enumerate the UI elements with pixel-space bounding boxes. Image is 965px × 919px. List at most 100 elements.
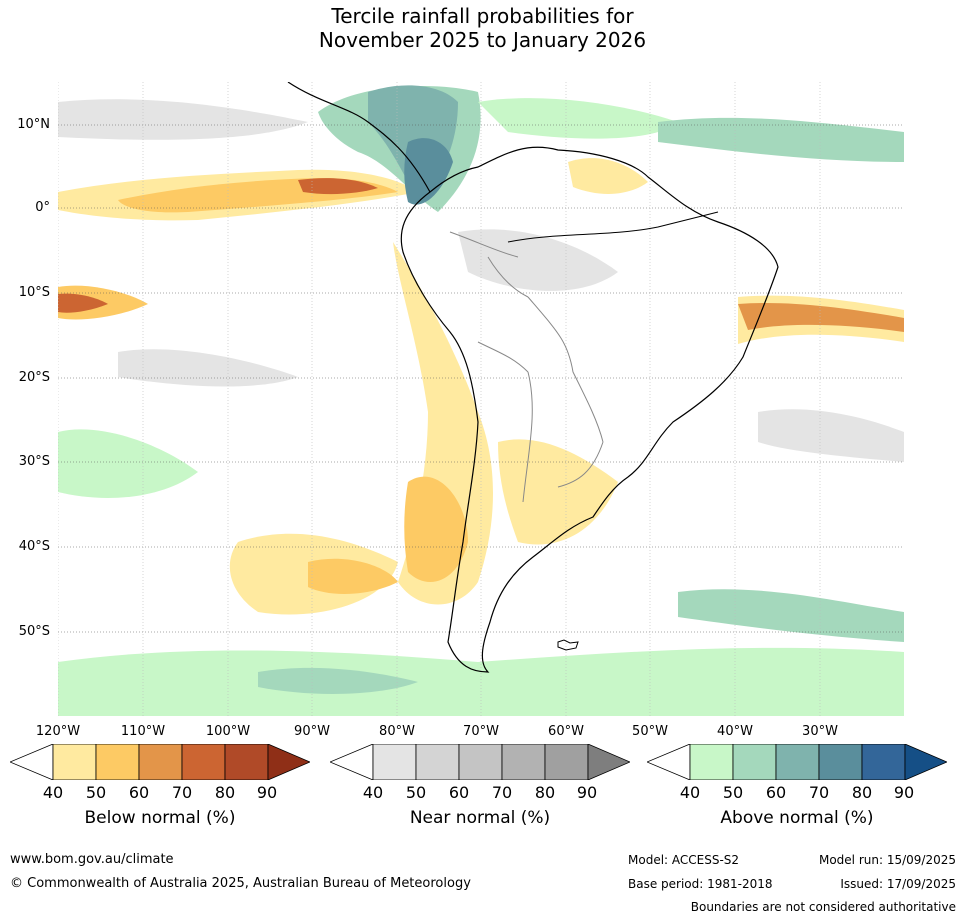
colorbar-segment bbox=[95, 744, 140, 780]
base-period: Base period: 1981-2018 bbox=[628, 877, 773, 891]
latitude-label: 50°S bbox=[18, 624, 50, 639]
colorbar-segment bbox=[372, 744, 417, 780]
issued-date: Issued: 17/09/2025 bbox=[840, 877, 956, 891]
tick-label: 70 bbox=[171, 783, 193, 802]
probability-fields bbox=[58, 85, 904, 716]
model-run: Model run: 15/09/2025 bbox=[818, 853, 956, 867]
colorbar-segment bbox=[501, 744, 546, 780]
latitude-label: 20°S bbox=[18, 370, 50, 385]
colorbar-segment bbox=[181, 744, 226, 780]
tick-label: 90 bbox=[256, 783, 278, 802]
below-normal-region-pacific-west-core bbox=[58, 293, 108, 313]
longitude-label: 30°W bbox=[802, 724, 838, 739]
near-normal-region-south-atlantic bbox=[758, 409, 904, 462]
title-line-1: Tercile rainfall probabilities for bbox=[331, 4, 634, 28]
central-america-coastline bbox=[287, 82, 431, 193]
colorbar-above-normal-graphic bbox=[647, 744, 947, 780]
tick-label: 40 bbox=[362, 783, 384, 802]
near-normal-region-east-pacific bbox=[118, 349, 298, 387]
above-normal-region-south-atlantic bbox=[678, 589, 904, 642]
title-line-2: November 2025 to January 2026 bbox=[318, 28, 647, 52]
graticule bbox=[58, 82, 904, 716]
longitude-label: 90°W bbox=[294, 724, 330, 739]
colorbar-near-title: Near normal (%) bbox=[409, 808, 551, 828]
colorbar-low-extension bbox=[10, 744, 54, 780]
website-link[interactable]: www.bom.gov.au/climate bbox=[10, 852, 174, 867]
colorbar-low-extension bbox=[647, 744, 691, 780]
latitude-label: 10°N bbox=[17, 117, 50, 132]
colorbar-below-normal bbox=[10, 744, 310, 780]
colorbar-low-extension bbox=[330, 744, 374, 780]
tick-label: 40 bbox=[42, 783, 64, 802]
tick-label: 50 bbox=[85, 783, 107, 802]
above-normal-region-colombia-core bbox=[404, 138, 453, 205]
tick-label: 60 bbox=[128, 783, 150, 802]
amazon-river bbox=[507, 211, 719, 243]
tick-label: 50 bbox=[722, 783, 744, 802]
below-normal-region-chile-core bbox=[404, 476, 468, 582]
latitude-label: 0° bbox=[35, 200, 50, 215]
tick-label: 70 bbox=[808, 783, 830, 802]
colorbar-below-title: Below normal (%) bbox=[84, 808, 236, 828]
near-normal-region-amazon bbox=[458, 229, 618, 291]
colorbar-segment bbox=[458, 744, 503, 780]
model-name: Model: ACCESS-S2 bbox=[628, 853, 740, 867]
colorbar-segment bbox=[689, 744, 734, 780]
above-normal-region-far-south-core bbox=[258, 667, 418, 694]
above-normal-region-caribbean bbox=[478, 98, 678, 139]
colorbar-below-normal-graphic bbox=[10, 744, 310, 780]
below-normal-region-pacific-center bbox=[298, 178, 378, 195]
above-normal-region-southeast-pacific bbox=[58, 429, 198, 498]
tick-label: 80 bbox=[534, 783, 556, 802]
colorbar-near-normal-graphic bbox=[330, 744, 630, 780]
longitude-label: 70°W bbox=[463, 724, 499, 739]
tick-label: 90 bbox=[576, 783, 598, 802]
latitude-label: 40°S bbox=[18, 539, 50, 554]
tick-label: 80 bbox=[214, 783, 236, 802]
longitude-label: 110°W bbox=[120, 724, 166, 739]
tick-label: 90 bbox=[893, 783, 915, 802]
colorbar-high-extension bbox=[267, 744, 310, 780]
tick-label: 50 bbox=[405, 783, 427, 802]
above-normal-region-far-south bbox=[58, 647, 904, 716]
colorbar-above-title: Above normal (%) bbox=[720, 808, 874, 828]
tick-label: 60 bbox=[448, 783, 470, 802]
near-normal-region-north bbox=[58, 99, 308, 140]
tick-label: 60 bbox=[765, 783, 787, 802]
below-normal-region-south-pacific-core bbox=[308, 558, 398, 594]
latitude-label: 30°S bbox=[18, 454, 50, 469]
colorbar-above-normal bbox=[647, 744, 947, 780]
colorbar-segment bbox=[818, 744, 863, 780]
map-title: Tercile rainfall probabilities for Novem… bbox=[0, 4, 965, 52]
longitude-label: 80°W bbox=[379, 724, 415, 739]
tick-label: 40 bbox=[679, 783, 701, 802]
falkland-islands bbox=[557, 639, 579, 651]
longitude-label: 100°W bbox=[205, 724, 251, 739]
rainfall-probability-map bbox=[58, 82, 904, 716]
colorbar-segment bbox=[138, 744, 183, 780]
colorbar-segment bbox=[415, 744, 460, 780]
tick-label: 70 bbox=[491, 783, 513, 802]
colorbar-segment bbox=[732, 744, 777, 780]
colorbar-near-normal bbox=[330, 744, 630, 780]
tick-label: 80 bbox=[851, 783, 873, 802]
colorbar-segment bbox=[224, 744, 269, 780]
country-borders bbox=[449, 231, 604, 503]
copyright-text: © Commonwealth of Australia 2025, Austra… bbox=[10, 876, 471, 891]
longitude-label: 50°W bbox=[632, 724, 668, 739]
latitude-label: 10°S bbox=[18, 285, 50, 300]
colorbar-high-extension bbox=[587, 744, 630, 780]
below-normal-region-argentina bbox=[498, 439, 618, 545]
colorbar-high-extension bbox=[904, 744, 947, 780]
below-normal-region-guiana bbox=[568, 158, 648, 194]
south-america-coastline bbox=[400, 146, 779, 673]
colorbar-segment bbox=[52, 744, 97, 780]
above-normal-region-north-atlantic bbox=[658, 117, 904, 162]
below-normal-region-brazil-atlantic-core bbox=[738, 302, 904, 332]
longitude-label: 40°W bbox=[717, 724, 753, 739]
colorbar-segment bbox=[544, 744, 589, 780]
colorbar-segment bbox=[775, 744, 820, 780]
boundaries-disclaimer: Boundaries are not considered authoritat… bbox=[690, 900, 956, 914]
colorbar-segment bbox=[861, 744, 906, 780]
longitude-label: 120°W bbox=[35, 724, 81, 739]
